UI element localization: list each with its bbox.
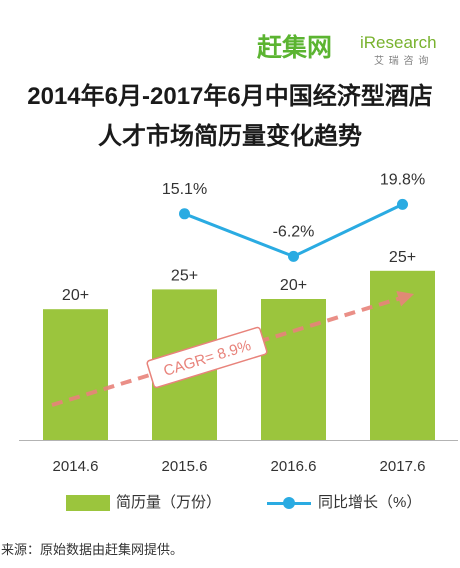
iresearch-logo-text: iResearch	[360, 33, 437, 52]
x-tick-label-2016-6: 2016.6	[271, 458, 317, 475]
bar-2014-6	[43, 309, 108, 440]
growth-point-2017-6	[397, 198, 408, 210]
growth-label-2017-6: 19.8%	[380, 171, 425, 188]
x-tick-label-2017-6: 2017.6	[380, 458, 426, 475]
ganji-logo: 赶集网	[257, 34, 333, 62]
chart-title-line-1: 2014年6月-2017年6月中国经济型酒店	[27, 83, 433, 110]
bar-label-2016-6: 20+	[280, 277, 307, 294]
chart-title-line-2: 人才市场简历量变化趋势	[98, 123, 362, 150]
bar-label-2017-6: 25+	[389, 249, 416, 266]
x-tick-label-2014-6: 2014.6	[53, 458, 99, 475]
growth-label-2015-6: 15.1%	[162, 181, 207, 198]
legend-label-growth: 同比增长（%）	[318, 494, 422, 511]
bar-label-2015-6: 25+	[171, 267, 198, 284]
cagr-arrowhead	[396, 291, 414, 307]
legend: 简历量（万份） 同比增长（%）	[0, 488, 460, 518]
growth-point-2016-6	[288, 250, 299, 262]
source-note: 来源：原始数据由赶集网提供。	[1, 542, 184, 557]
legend-swatch-dot	[283, 497, 295, 509]
iresearch-logo: iResearch 艾 瑞 咨 询	[358, 33, 450, 69]
legend-label-resume-count: 简历量（万份）	[116, 494, 222, 511]
cagr-label-box	[146, 326, 268, 389]
bar-label-2014-6: 20+	[62, 287, 89, 304]
iresearch-logo-subtitle: 艾 瑞 咨 询	[374, 56, 430, 67]
legend-swatch-bar	[66, 495, 110, 511]
cagr-label-group: CAGR= 8.9%	[146, 326, 268, 389]
bar-2016-6	[261, 299, 326, 440]
x-tick-label-2015-6: 2015.6	[162, 458, 208, 475]
growth-point-2015-6	[179, 208, 190, 220]
growth-label-2016-6: -6.2%	[273, 223, 315, 240]
chart-plot: 20+ 25+ 20+ 25+ 2014.6 2015.6 2016.6 2017.6 CAGR…	[19, 171, 458, 475]
